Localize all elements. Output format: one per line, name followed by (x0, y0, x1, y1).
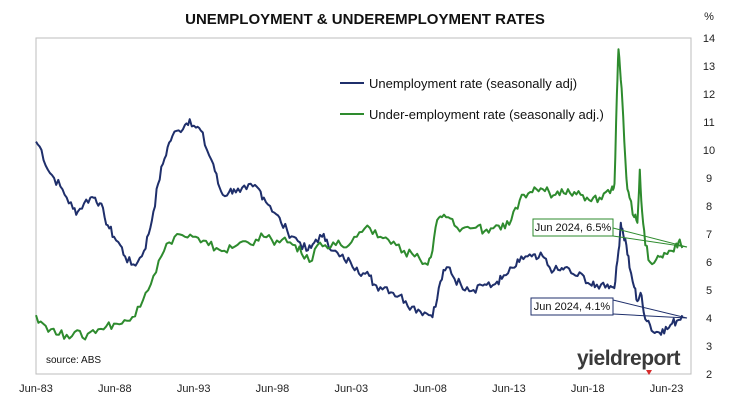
callout-leader-underemployment-2 (612, 235, 688, 248)
y-unit-label: % (704, 11, 714, 23)
logo-triangle-icon (646, 370, 652, 375)
callout-leader-underemployment (612, 227, 688, 248)
callout-box-unemployment (530, 297, 614, 316)
x-tick-label: Jun-13 (492, 383, 526, 395)
x-tick-label: Jun-03 (334, 383, 368, 395)
source-note: source: ABS (46, 355, 101, 366)
y-axis-ticks: 2 3 4 5 6 7 8 9 10 11 12 13 14 (703, 33, 715, 381)
legend-label-underemployment: Under-employment rate (seasonally adj.) (369, 107, 604, 122)
y-tick-label: 5 (706, 285, 712, 297)
yieldreport-logo: yieldreport (577, 347, 681, 375)
y-tick-label: 11 (703, 117, 714, 129)
callout-leader-unemployment-2 (612, 313, 688, 319)
legend: Unemployment rate (seasonally adj) Under… (340, 76, 604, 122)
callout-text-underemployment: Jun 2024, 6.5% (535, 222, 612, 234)
series-line-unemployment (35, 118, 684, 336)
y-tick-label: 9 (706, 173, 712, 185)
callout-unemployment: Jun 2024, 4.1% (530, 297, 688, 319)
y-tick-label: 3 (706, 341, 712, 353)
x-tick-label: Jun-83 (19, 383, 53, 395)
y-tick-label: 8 (706, 201, 712, 213)
x-axis-ticks: Jun-83 Jun-88 Jun-93 Jun-98 Jun-03 Jun-08 Jun-… (19, 383, 683, 395)
y-tick-label: 10 (703, 145, 715, 157)
y-tick-label: 7 (706, 229, 712, 241)
series-layer (35, 48, 684, 341)
series-line-underemployment (35, 48, 684, 341)
x-tick-label: Jun-98 (256, 383, 290, 395)
callout-box-underemployment (532, 218, 614, 237)
y-tick-label: 4 (706, 313, 712, 325)
y-tick-label: 6 (706, 257, 712, 269)
legend-label-unemployment: Unemployment rate (seasonally adj) (369, 76, 577, 91)
x-tick-label: Jun-88 (98, 383, 132, 395)
logo-wordmark: yieldreport (577, 347, 681, 370)
plot-frame (35, 37, 692, 375)
y-tick-label: 2 (706, 369, 712, 381)
callout-leader-unemployment (612, 299, 688, 319)
x-tick-label: Jun-08 (413, 383, 447, 395)
x-tick-label: Jun-18 (571, 383, 605, 395)
x-tick-label: Jun-93 (177, 383, 211, 395)
y-tick-label: 12 (703, 89, 715, 101)
y-tick-label: 13 (703, 61, 715, 73)
callout-text-unemployment: Jun 2024, 4.1% (534, 301, 611, 313)
callout-underemployment: Jun 2024, 6.5% (532, 218, 688, 248)
x-tick-label: Jun-23 (650, 383, 684, 395)
chart-title: UNEMPLOYMENT & UNDEREMPLOYMENT RATES (185, 11, 545, 28)
y-tick-label: 14 (703, 33, 715, 45)
